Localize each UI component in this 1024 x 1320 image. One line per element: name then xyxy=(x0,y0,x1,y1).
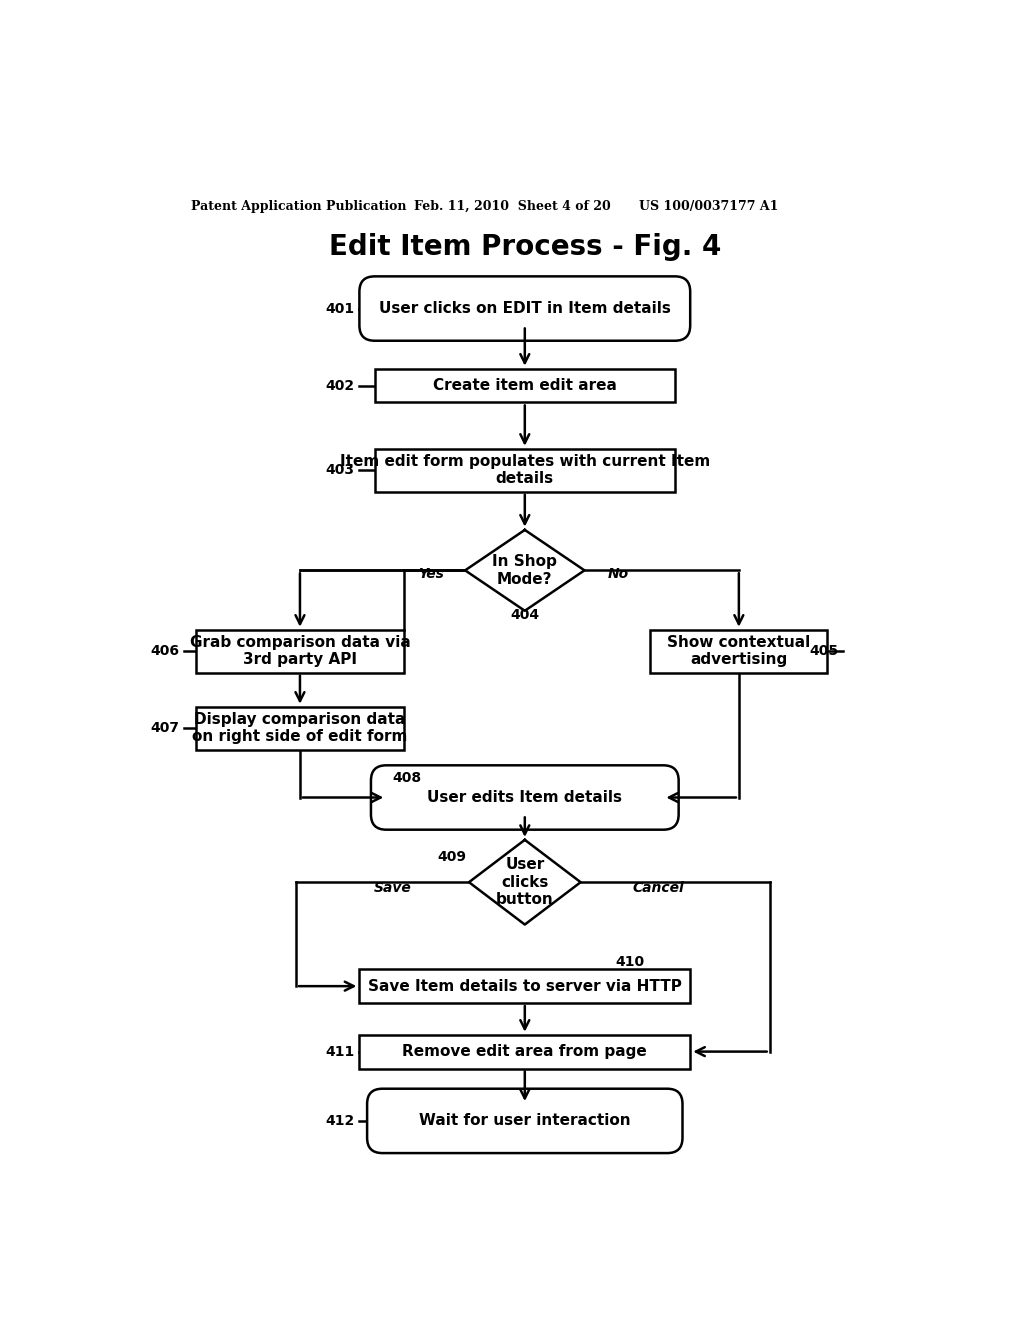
FancyBboxPatch shape xyxy=(367,1089,682,1154)
Text: No: No xyxy=(608,568,630,581)
Text: 404: 404 xyxy=(510,609,540,622)
Text: 401: 401 xyxy=(326,301,354,315)
FancyBboxPatch shape xyxy=(359,1035,690,1069)
Text: Cancel: Cancel xyxy=(633,882,685,895)
Text: Save Item details to server via HTTP: Save Item details to server via HTTP xyxy=(368,978,682,994)
Text: Item edit form populates with current Item
details: Item edit form populates with current It… xyxy=(340,454,710,487)
Polygon shape xyxy=(469,840,581,924)
FancyBboxPatch shape xyxy=(375,368,675,403)
Text: User clicks on EDIT in Item details: User clicks on EDIT in Item details xyxy=(379,301,671,315)
Text: 405: 405 xyxy=(809,644,839,659)
Text: 411: 411 xyxy=(326,1044,354,1059)
Text: Grab comparison data via
3rd party API: Grab comparison data via 3rd party API xyxy=(189,635,411,668)
Text: Save: Save xyxy=(374,882,412,895)
Text: 403: 403 xyxy=(326,463,354,478)
FancyBboxPatch shape xyxy=(196,706,403,750)
Text: 408: 408 xyxy=(392,771,422,785)
Text: Display comparison data
on right side of edit form: Display comparison data on right side of… xyxy=(193,711,408,744)
Text: 412: 412 xyxy=(326,1114,354,1127)
Text: 406: 406 xyxy=(151,644,180,659)
Text: US 100/0037177 A1: US 100/0037177 A1 xyxy=(639,199,778,213)
Text: In Shop
Mode?: In Shop Mode? xyxy=(493,554,557,586)
Text: Patent Application Publication: Patent Application Publication xyxy=(190,199,407,213)
Text: User edits Item details: User edits Item details xyxy=(427,789,623,805)
FancyBboxPatch shape xyxy=(650,630,827,673)
Text: 407: 407 xyxy=(151,721,180,735)
FancyBboxPatch shape xyxy=(359,276,690,341)
Text: Create item edit area: Create item edit area xyxy=(433,378,616,393)
FancyBboxPatch shape xyxy=(375,449,675,492)
Text: Wait for user interaction: Wait for user interaction xyxy=(419,1113,631,1129)
FancyBboxPatch shape xyxy=(196,630,403,673)
Text: 402: 402 xyxy=(326,379,354,392)
Polygon shape xyxy=(465,529,585,611)
FancyBboxPatch shape xyxy=(359,969,690,1003)
Text: 410: 410 xyxy=(615,956,645,969)
Text: Yes: Yes xyxy=(418,568,443,581)
Text: Feb. 11, 2010  Sheet 4 of 20: Feb. 11, 2010 Sheet 4 of 20 xyxy=(414,199,610,213)
Text: Show contextual
advertising: Show contextual advertising xyxy=(668,635,810,668)
Text: Edit Item Process - Fig. 4: Edit Item Process - Fig. 4 xyxy=(329,232,721,261)
FancyBboxPatch shape xyxy=(371,766,679,830)
Text: Remove edit area from page: Remove edit area from page xyxy=(402,1044,647,1059)
Text: User
clicks
button: User clicks button xyxy=(496,857,554,907)
Text: 409: 409 xyxy=(437,850,466,863)
